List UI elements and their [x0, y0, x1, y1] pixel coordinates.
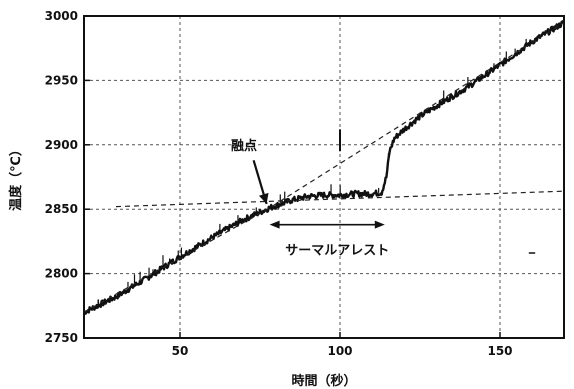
grid	[84, 16, 564, 338]
thermal-arrest-label: サーマルアレスト	[285, 243, 389, 258]
series-layer	[83, 20, 566, 315]
melting-point-arrowhead	[258, 192, 269, 204]
y-tick-label: 2750	[45, 331, 78, 345]
y-axis: 2750 2800 2850 2900 2950 3000	[45, 9, 90, 345]
y-tick-label: 2850	[45, 202, 78, 216]
range-arrowhead-right	[374, 220, 385, 229]
y-axis-label: 温度（℃）	[8, 143, 24, 211]
x-tick-label: 50	[172, 344, 189, 358]
x-tick-label: 150	[487, 344, 512, 358]
plot-frame	[83, 15, 565, 339]
dashed-extrapolation-line	[83, 21, 565, 313]
y-tick-label: 2800	[45, 267, 78, 281]
x-axis-label: 時間（秒）	[291, 373, 356, 389]
dashed-plateau-line	[115, 190, 565, 208]
x-tick-label: 100	[327, 344, 352, 358]
y-tick-label: 2900	[45, 138, 78, 152]
temperature-curve	[83, 20, 566, 315]
range-arrowhead-left	[269, 220, 280, 229]
y-tick-label: 3000	[45, 9, 78, 23]
annotation-layer	[252, 129, 536, 254]
y-tick-label: 2950	[45, 73, 78, 87]
melting-point-label: 融点	[231, 138, 257, 154]
x-axis: 50 100 150	[172, 332, 513, 358]
noise-spikes	[97, 38, 527, 306]
